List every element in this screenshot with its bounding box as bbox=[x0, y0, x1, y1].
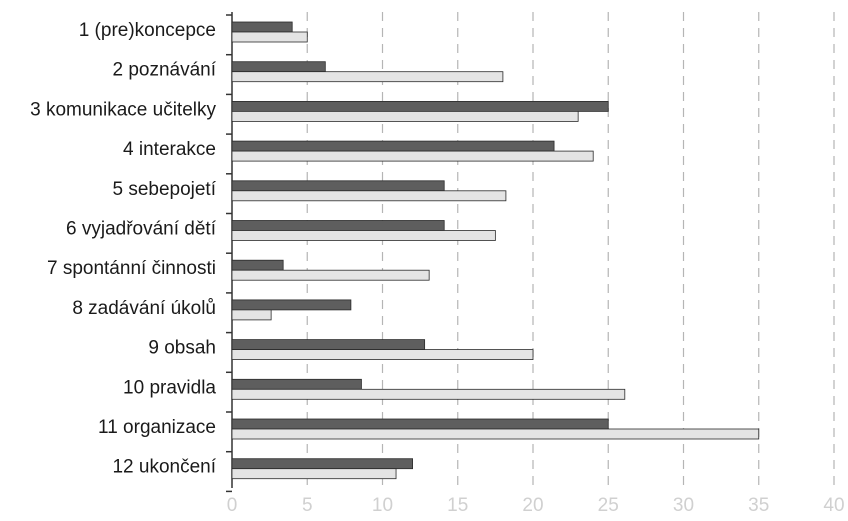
bar-series-2 bbox=[231, 31, 308, 43]
x-tick-label: 15 bbox=[447, 495, 468, 516]
bar-series-1 bbox=[231, 339, 426, 351]
category-labels: 1 (pre)koncepce 2 poznávání 3 komunikace u… bbox=[30, 20, 217, 478]
category-label: 5 sebepojetí bbox=[112, 179, 216, 200]
bar-series-1 bbox=[231, 220, 445, 231]
bars bbox=[231, 21, 760, 480]
bar-series-2 bbox=[231, 150, 594, 162]
x-tick-label: 0 bbox=[227, 495, 238, 516]
bar-series-2 bbox=[231, 190, 507, 202]
category-label: 6 vyjadřování dětí bbox=[66, 219, 217, 240]
bar-series-1 bbox=[231, 140, 555, 152]
category-label: 12 ukončení bbox=[112, 457, 216, 478]
bar-series-2 bbox=[231, 230, 496, 241]
category-label: 3 komunikace učitelky bbox=[30, 99, 216, 120]
gridlines bbox=[306, 12, 835, 488]
bar-series-2 bbox=[231, 468, 397, 480]
x-tick-label: 40 bbox=[823, 495, 844, 516]
bar-series-1 bbox=[231, 418, 609, 430]
bar-series-1 bbox=[231, 61, 326, 73]
x-tick-label: 30 bbox=[673, 495, 694, 516]
bar-series-1 bbox=[231, 21, 293, 33]
x-tick-label: 20 bbox=[522, 495, 543, 516]
bar-series-2 bbox=[231, 111, 579, 122]
category-label: 8 zadávání úkolů bbox=[72, 298, 216, 319]
bar-series-2 bbox=[231, 349, 534, 361]
bar-series-1 bbox=[231, 378, 362, 390]
category-label: 4 interakce bbox=[123, 139, 216, 160]
bar-series-2 bbox=[231, 269, 430, 281]
category-label: 1 (pre)koncepce bbox=[79, 20, 216, 41]
x-tick-label: 10 bbox=[372, 495, 393, 516]
category-label: 2 poznávání bbox=[112, 60, 216, 81]
category-label: 7 spontánní činnosti bbox=[47, 258, 216, 279]
bar-series-1 bbox=[231, 180, 445, 192]
x-tick-labels: 0 5 10 15 20 25 30 35 40 bbox=[227, 495, 845, 516]
y-axis bbox=[226, 12, 233, 493]
x-tick-label: 25 bbox=[598, 495, 619, 516]
bar-series-1 bbox=[231, 259, 284, 271]
category-label: 11 organizace bbox=[98, 417, 216, 438]
bar-series-2 bbox=[231, 428, 760, 440]
bar-series-1 bbox=[231, 458, 414, 470]
x-tick-label: 35 bbox=[748, 495, 769, 516]
bar-series-2 bbox=[231, 388, 626, 400]
bar-series-1 bbox=[231, 101, 609, 112]
bar-series-2 bbox=[231, 309, 272, 321]
bar-series-1 bbox=[231, 299, 352, 311]
x-tick-label: 5 bbox=[302, 495, 313, 516]
bar-series-2 bbox=[231, 71, 504, 83]
category-label: 10 pravidla bbox=[123, 377, 216, 398]
category-label: 9 obsah bbox=[148, 338, 216, 359]
